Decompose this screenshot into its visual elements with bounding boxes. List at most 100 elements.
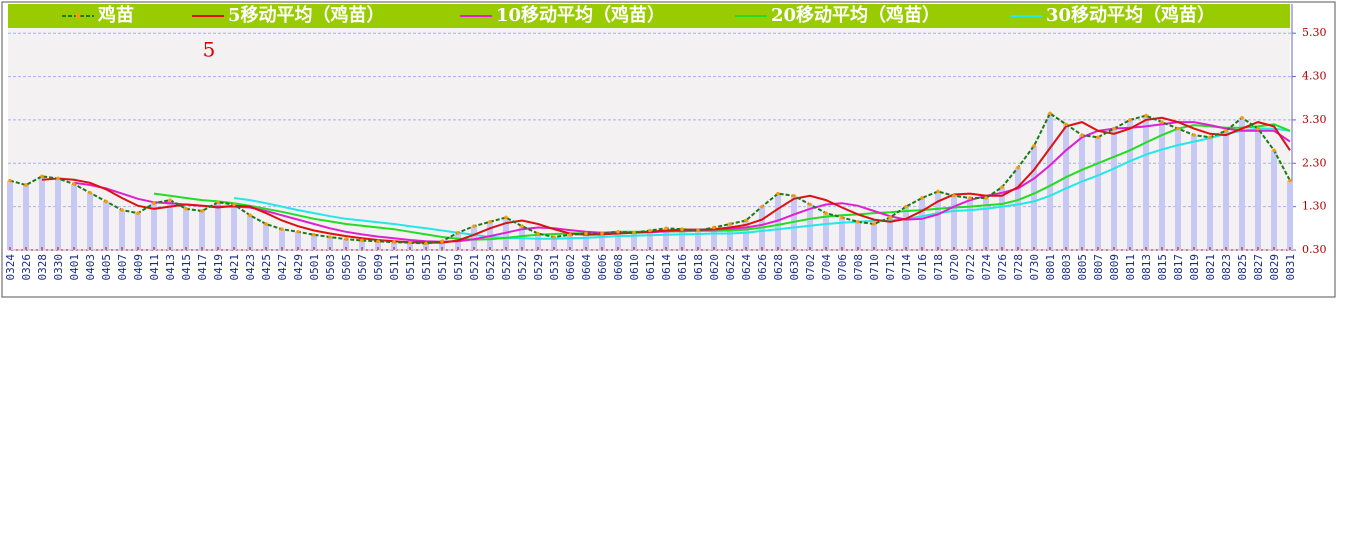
point (744, 218, 748, 223)
x-tick-label: 0825 (1236, 254, 1249, 281)
bar (7, 180, 13, 250)
point (1256, 126, 1260, 131)
x-tick-label: 0726 (996, 254, 1009, 281)
x-tick-label: 0405 (100, 254, 113, 281)
x-tick-label: 0805 (1076, 254, 1089, 281)
x-tick-label: 0527 (516, 254, 529, 281)
point (1144, 113, 1148, 118)
x-tick-label: 0413 (164, 254, 177, 281)
point (104, 199, 108, 204)
bar (535, 233, 541, 250)
bar (87, 192, 93, 250)
x-tick-label: 0714 (900, 254, 913, 281)
bar (263, 223, 269, 250)
point (136, 211, 140, 215)
bar (503, 217, 509, 250)
bar (327, 236, 333, 250)
x-tick-label: 0809 (1108, 254, 1121, 281)
point (664, 226, 668, 231)
x-tick-label: 0823 (1220, 254, 1233, 281)
point (360, 238, 364, 243)
point (488, 220, 492, 224)
x-tick-label: 0730 (1028, 254, 1041, 281)
bar (823, 213, 829, 250)
point (312, 233, 316, 237)
point (936, 189, 940, 194)
bar (1223, 130, 1229, 250)
y-tick-label: 3.30 (1302, 113, 1327, 126)
legend-label: 20移动平均（鸡苗） (771, 4, 940, 26)
point (376, 239, 380, 244)
x-tick-label: 0704 (820, 254, 833, 281)
bar (1175, 128, 1181, 250)
point (776, 191, 780, 196)
bar (183, 208, 189, 250)
point (904, 204, 908, 209)
point (424, 241, 428, 246)
x-tick-label: 0618 (692, 254, 705, 281)
series-line (41, 116, 1291, 244)
x-tick-label: 0612 (644, 254, 657, 281)
point (520, 224, 524, 228)
x-tick-label: 0525 (500, 254, 513, 281)
x-tick-label: 0419 (212, 254, 225, 281)
point (216, 200, 220, 205)
x-tick-label: 0829 (1268, 254, 1281, 281)
x-tick-label: 0519 (452, 254, 465, 281)
y-tick-label: 0.30 (1302, 243, 1327, 256)
bar (551, 236, 557, 250)
bar (151, 203, 157, 250)
legend-label: 5移动平均（鸡苗） (228, 4, 385, 26)
bar (359, 240, 365, 250)
x-tick-label: 0411 (148, 254, 161, 281)
point (728, 222, 732, 226)
x-tick-label: 0407 (116, 254, 129, 281)
x-tick-label: 0604 (580, 254, 593, 281)
bar (1063, 124, 1069, 250)
point (840, 215, 844, 220)
bar (919, 197, 925, 250)
x-tick-label: 0626 (756, 254, 769, 281)
bar (199, 210, 205, 250)
point (616, 229, 620, 234)
point (440, 239, 444, 244)
bar (887, 217, 893, 250)
x-tick-label: 0608 (612, 254, 625, 281)
point (808, 202, 812, 207)
x-tick-label: 0710 (868, 254, 881, 281)
bar (951, 195, 957, 250)
x-tick-label: 0423 (244, 254, 257, 281)
point (648, 228, 652, 233)
bar (1159, 122, 1165, 250)
point (344, 237, 348, 241)
x-tick-label: 0427 (276, 254, 289, 281)
bar (1287, 180, 1293, 250)
legend-label: 30移动平均（鸡苗） (1046, 4, 1215, 26)
point (696, 228, 700, 233)
x-tick-label: 0831 (1284, 254, 1297, 281)
point (1176, 126, 1180, 131)
x-tick-label: 0811 (1124, 254, 1137, 281)
bar (23, 184, 29, 250)
bar (1271, 150, 1277, 250)
bar (839, 217, 845, 250)
bar (311, 234, 317, 250)
x-tick-label: 0706 (836, 254, 849, 281)
point (248, 213, 252, 218)
point (792, 194, 796, 198)
bar (247, 215, 253, 250)
point (200, 209, 204, 213)
point (1160, 120, 1164, 124)
x-tick-label: 0606 (596, 254, 609, 281)
x-tick-label: 0628 (772, 254, 785, 281)
bar (391, 242, 397, 250)
bar (279, 229, 285, 250)
bar (727, 223, 733, 250)
point (1064, 122, 1068, 127)
bar (1255, 128, 1261, 250)
x-tick-label: 0716 (916, 254, 929, 281)
y-tick-label: 5.30 (1302, 26, 1327, 39)
point (1192, 133, 1196, 137)
bar (1207, 137, 1213, 250)
